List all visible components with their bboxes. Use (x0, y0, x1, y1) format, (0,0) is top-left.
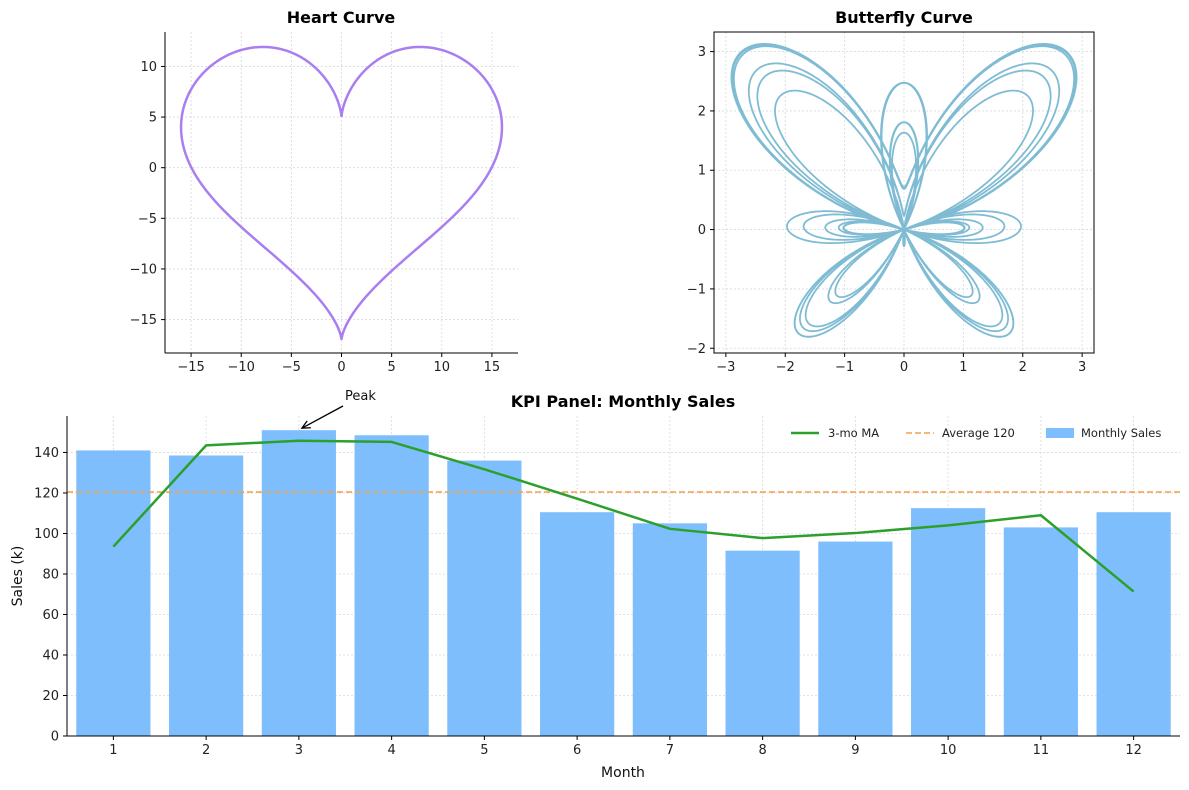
x-tick-label: −1 (835, 360, 854, 375)
peak-label: Peak (345, 389, 376, 404)
kpi-x-axis-label: Month (601, 765, 645, 781)
kpi-legend: 3-mo MA Average 120 Monthly Sales (791, 426, 1161, 440)
heart-x-ticks: −15 −10 −5 0 5 10 15 (177, 353, 500, 375)
y-tick-label: 0 (698, 223, 706, 238)
sales-bar (540, 512, 615, 736)
y-tick-label: 60 (42, 608, 59, 623)
x-tick-label: 10 (940, 743, 957, 758)
sales-bar (1003, 527, 1078, 736)
legend-average-label: Average 120 (942, 426, 1015, 440)
x-tick-label: 3 (1078, 360, 1086, 375)
heart-curve-line (179, 45, 504, 340)
y-tick-label: −15 (130, 313, 157, 328)
kpi-x-ticks: 1 2 3 4 5 6 7 8 9 10 11 12 (109, 736, 1142, 758)
x-tick-label: 15 (484, 360, 501, 375)
peak-arrowhead (300, 420, 311, 429)
sales-bar (632, 523, 707, 736)
butterfly-chart: −3 −2 −1 0 1 2 3 −2 −1 0 1 2 3 Butterfly Curve (687, 8, 1095, 375)
sales-bar (169, 455, 244, 736)
y-tick-label: 5 (149, 111, 157, 126)
sales-bar (911, 508, 986, 736)
y-tick-label: 100 (34, 527, 59, 542)
x-tick-label: −2 (776, 360, 795, 375)
x-tick-label: −10 (227, 360, 254, 375)
sales-bar (76, 450, 151, 736)
y-tick-label: 1 (698, 164, 706, 179)
x-tick-label: −3 (716, 360, 735, 375)
butterfly-chart-title: Butterfly Curve (835, 8, 973, 27)
sales-bar (354, 435, 429, 736)
y-tick-label: 0 (149, 161, 157, 176)
y-tick-label: 10 (140, 60, 157, 75)
kpi-y-ticks: 0 20 40 60 80 100 120 140 (34, 446, 67, 745)
y-tick-label: −2 (687, 342, 706, 357)
legend-sales-label: Monthly Sales (1081, 426, 1161, 440)
y-tick-label: −10 (130, 262, 157, 277)
y-tick-label: 0 (51, 730, 59, 745)
heart-grid (165, 32, 518, 353)
x-tick-label: 1 (959, 360, 967, 375)
x-tick-label: 0 (337, 360, 345, 375)
x-tick-label: 6 (573, 743, 581, 758)
kpi-chart-title: KPI Panel: Monthly Sales (511, 392, 735, 411)
sales-bar (725, 550, 800, 736)
x-tick-label: 1 (109, 743, 117, 758)
x-tick-label: 2 (1019, 360, 1027, 375)
y-tick-label: −1 (687, 282, 706, 297)
heart-chart-title: Heart Curve (287, 8, 396, 27)
legend-ma-label: 3-mo MA (828, 426, 879, 440)
sales-bar (261, 430, 336, 736)
x-tick-label: 2 (202, 743, 210, 758)
peak-annotation: Peak (300, 389, 376, 429)
y-tick-label: −5 (138, 212, 157, 227)
y-tick-label: 120 (34, 486, 59, 501)
butterfly-y-ticks: −2 −1 0 1 2 3 (687, 45, 714, 357)
x-tick-label: 9 (851, 743, 859, 758)
x-tick-label: 11 (1033, 743, 1050, 758)
x-tick-label: 8 (758, 743, 766, 758)
heart-chart: −15 −10 −5 0 5 10 15 −15 −10 −5 0 5 10 Heart Curve (130, 8, 518, 375)
x-tick-label: −5 (282, 360, 301, 375)
y-tick-label: 3 (698, 45, 706, 60)
sales-bar (1096, 512, 1171, 736)
sales-bar (818, 541, 893, 736)
peak-arrow (301, 405, 344, 429)
x-tick-label: 5 (388, 360, 396, 375)
x-tick-label: 0 (900, 360, 908, 375)
butterfly-curve-line (730, 43, 1078, 338)
heart-y-ticks: −15 −10 −5 0 5 10 (130, 60, 165, 328)
butterfly-grid (714, 32, 1094, 353)
x-tick-label: 4 (387, 743, 395, 758)
kpi-bars (76, 430, 1171, 736)
x-tick-label: −15 (177, 360, 204, 375)
moving-average-line (112, 439, 1135, 593)
legend-sales-swatch (1046, 428, 1074, 438)
sales-bar (447, 460, 522, 736)
x-tick-label: 12 (1125, 743, 1142, 758)
y-tick-label: 40 (42, 648, 59, 663)
x-tick-label: 7 (666, 743, 674, 758)
kpi-y-axis-label: Sales (k) (10, 546, 26, 607)
y-tick-label: 20 (42, 689, 59, 704)
butterfly-x-ticks: −3 −2 −1 0 1 2 3 (716, 353, 1086, 375)
y-tick-label: 140 (34, 446, 59, 461)
y-tick-label: 2 (698, 104, 706, 119)
x-tick-label: 5 (480, 743, 488, 758)
x-tick-label: 10 (434, 360, 451, 375)
y-tick-label: 80 (42, 567, 59, 582)
x-tick-label: 3 (295, 743, 303, 758)
